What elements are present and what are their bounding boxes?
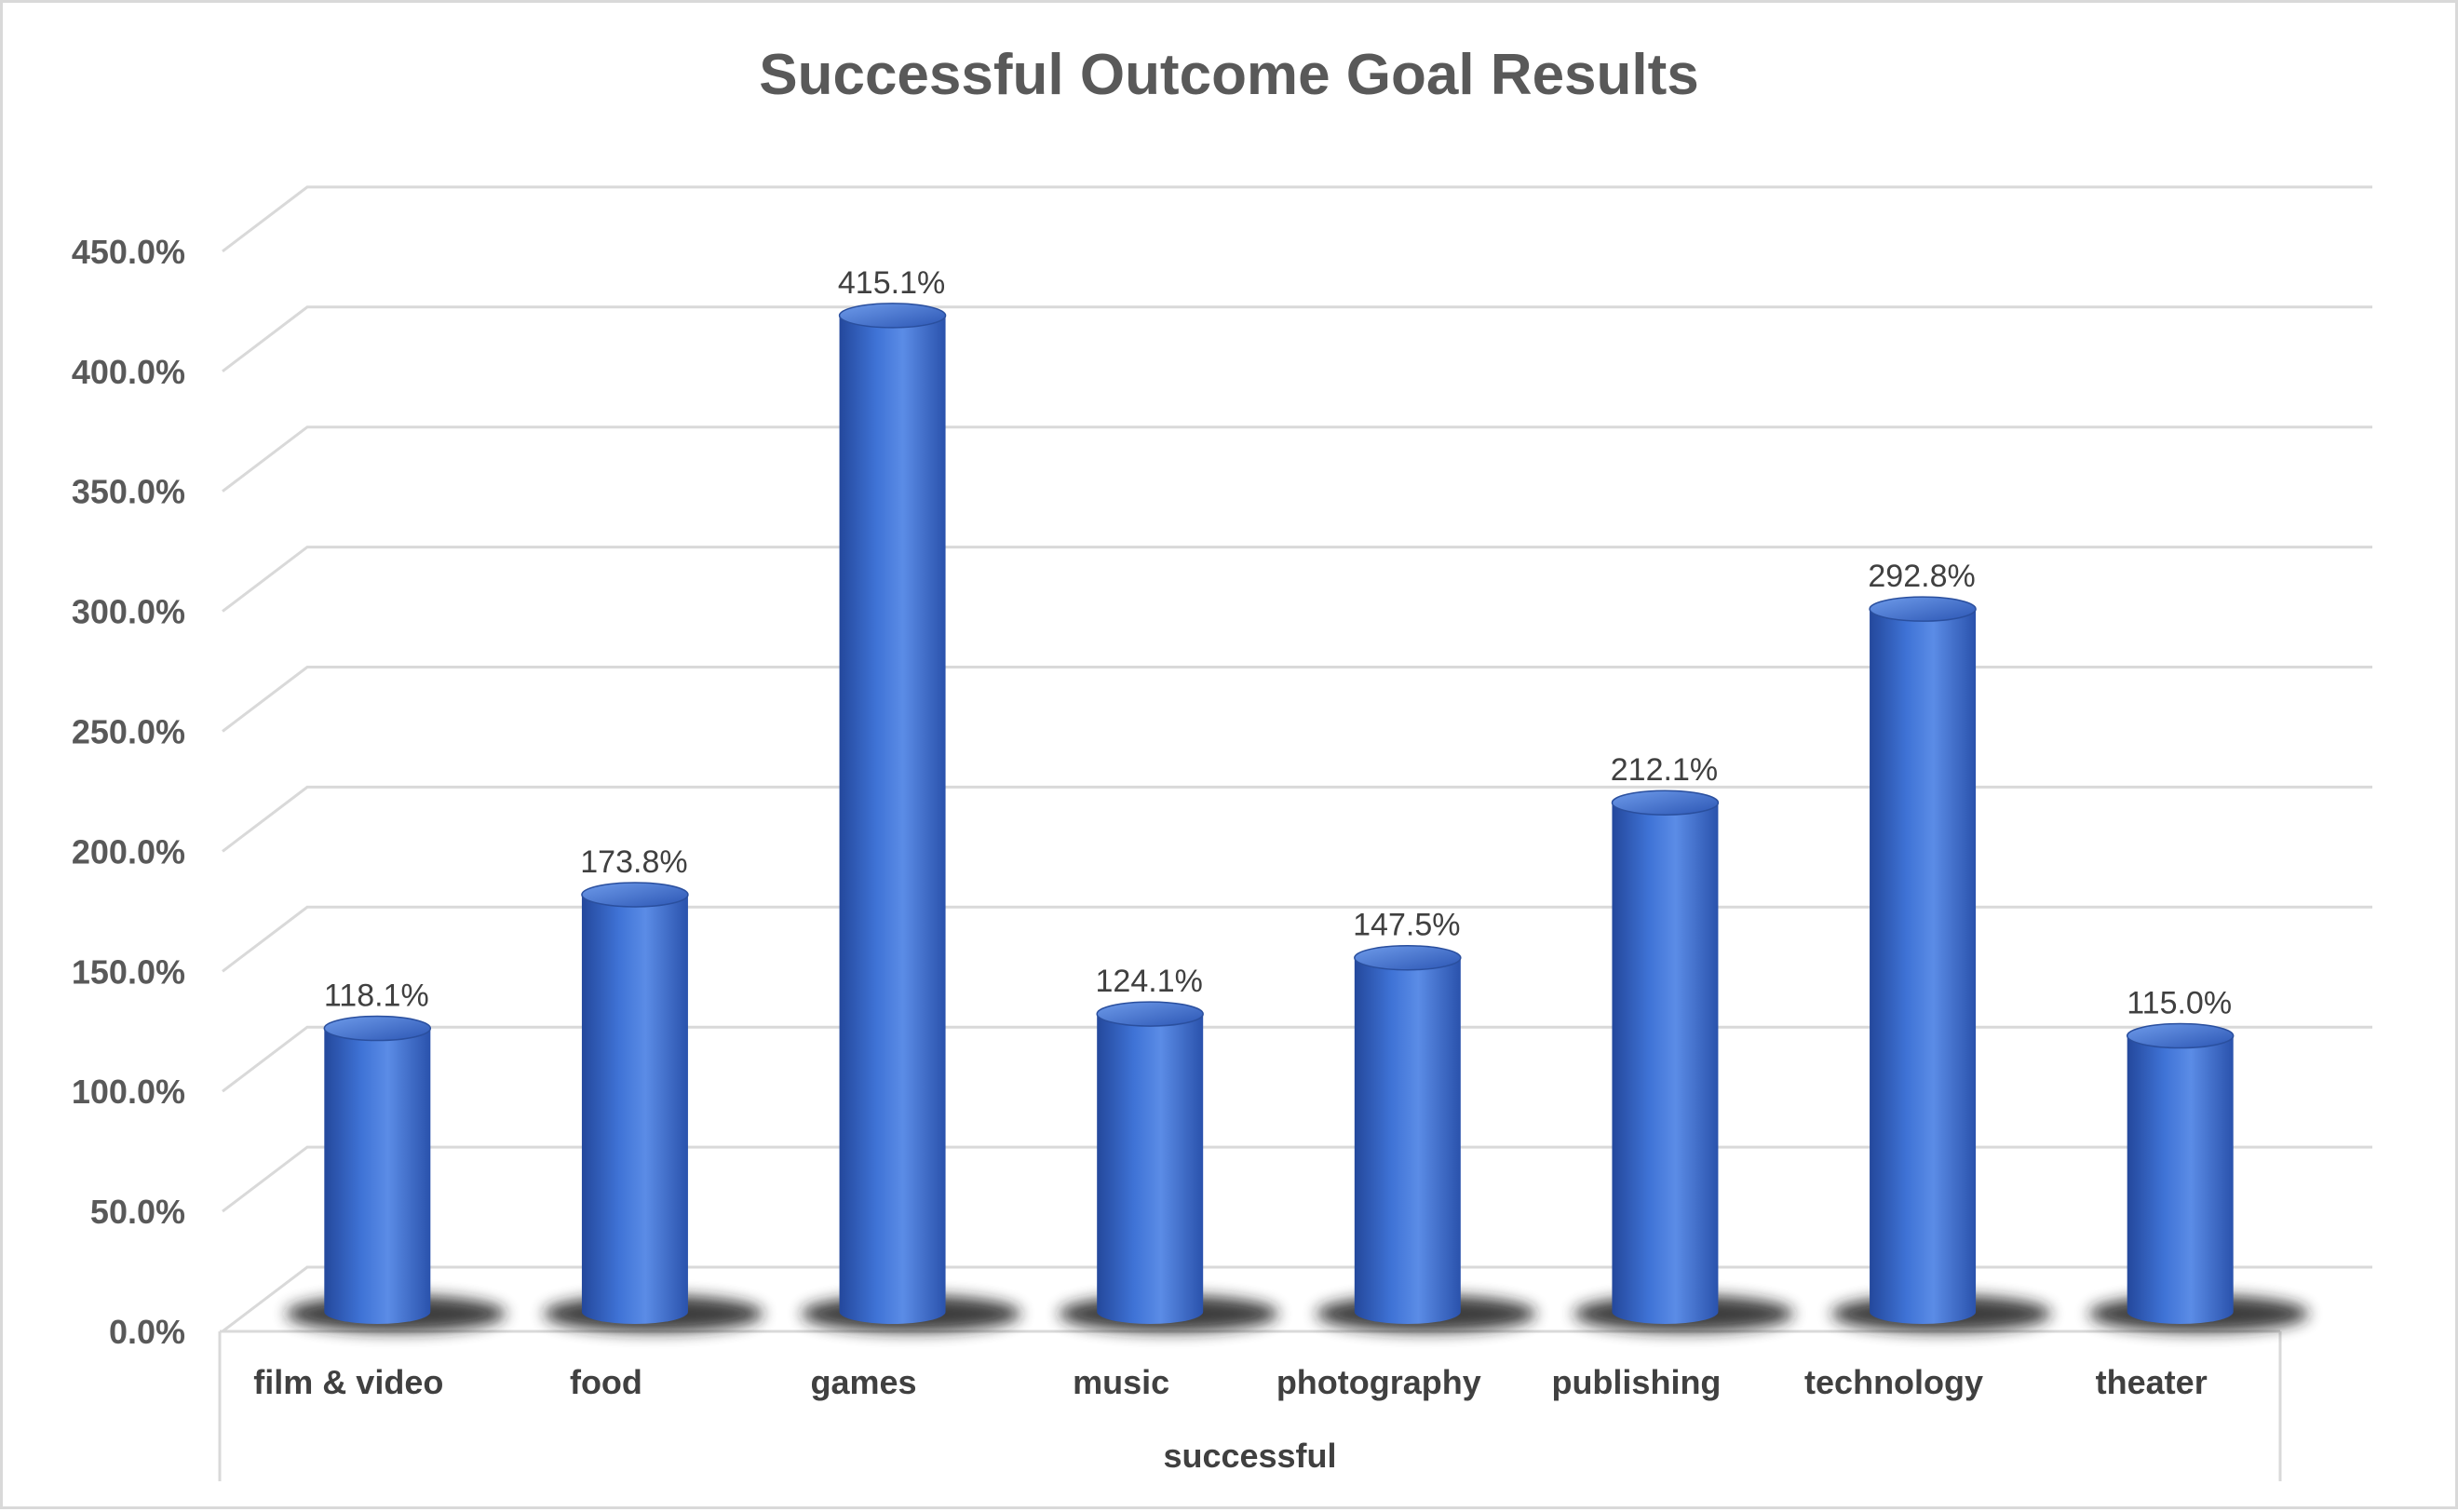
- data-label: 415.1%: [838, 265, 945, 301]
- gridline: [222, 1265, 2372, 1333]
- y-tick-label: 350.0%: [72, 473, 185, 511]
- bar: [1870, 609, 1977, 1324]
- bars: [286, 303, 2309, 1332]
- y-tick-label: 250.0%: [72, 713, 185, 751]
- gridline: [222, 305, 2372, 372]
- bar-cap: [1869, 596, 1977, 622]
- x-category-label: technology: [1804, 1363, 1983, 1401]
- gridline: [222, 785, 2372, 853]
- gridline: [222, 905, 2372, 973]
- bar-cap: [1096, 1001, 1204, 1027]
- gridline: [222, 425, 2372, 493]
- y-tick-label: 50.0%: [90, 1193, 185, 1231]
- gridline: [222, 1025, 2372, 1093]
- y-tick-label: 0.0%: [109, 1313, 185, 1351]
- labels: 0.0% 50.0% 100.0% 150.0% 200.0% 250.0% 300.0% 3…: [72, 233, 2232, 1475]
- bar-cap: [323, 1015, 432, 1042]
- data-label: 212.1%: [1611, 752, 1718, 788]
- y-tick-label: 150.0%: [72, 952, 185, 991]
- bar: [2127, 1035, 2234, 1324]
- data-label: 115.0%: [2127, 986, 2232, 1021]
- y-tick-label: 400.0%: [72, 353, 185, 391]
- x-category-label: publishing: [1551, 1363, 1721, 1401]
- gridline: [222, 185, 2372, 253]
- bar-cap: [2126, 1022, 2235, 1049]
- x-group-label: successful: [1163, 1437, 1336, 1475]
- data-label: 124.1%: [1096, 964, 1203, 999]
- x-category-label: photography: [1276, 1363, 1481, 1401]
- gridlines: [222, 185, 2372, 1333]
- x-category-label: music: [1073, 1363, 1169, 1401]
- data-label: 147.5%: [1353, 908, 1460, 943]
- y-tick-label: 200.0%: [72, 832, 185, 871]
- bar: [839, 315, 946, 1324]
- y-tick-label: 450.0%: [72, 233, 185, 271]
- y-tick-label: 300.0%: [72, 593, 185, 631]
- bar: [324, 1028, 431, 1324]
- data-label: 118.1%: [324, 979, 429, 1014]
- bar-cap: [1354, 944, 1462, 971]
- chart-title: Successful Outcome Goal Results: [759, 43, 1699, 107]
- bar: [1612, 803, 1719, 1324]
- bar: [1354, 957, 1461, 1324]
- x-category-label: food: [570, 1363, 642, 1401]
- x-category-label: film & video: [253, 1363, 443, 1401]
- bar-cap: [838, 303, 947, 329]
- gridline: [222, 1145, 2372, 1213]
- x-category-label: games: [811, 1363, 917, 1401]
- x-category-label: theater: [2096, 1363, 2208, 1401]
- bar: [1097, 1014, 1204, 1324]
- gridline: [222, 546, 2372, 613]
- data-label: 292.8%: [1868, 559, 1975, 594]
- gridline: [222, 666, 2372, 733]
- data-label: 173.8%: [580, 844, 687, 880]
- bar-cap: [581, 882, 689, 908]
- bar-cap: [1611, 790, 1720, 816]
- chart-plot: 0.0% 50.0% 100.0% 150.0% 200.0% 250.0% 300.0% 3…: [72, 185, 2372, 1481]
- bar: [581, 894, 688, 1324]
- y-tick-label: 100.0%: [72, 1073, 185, 1111]
